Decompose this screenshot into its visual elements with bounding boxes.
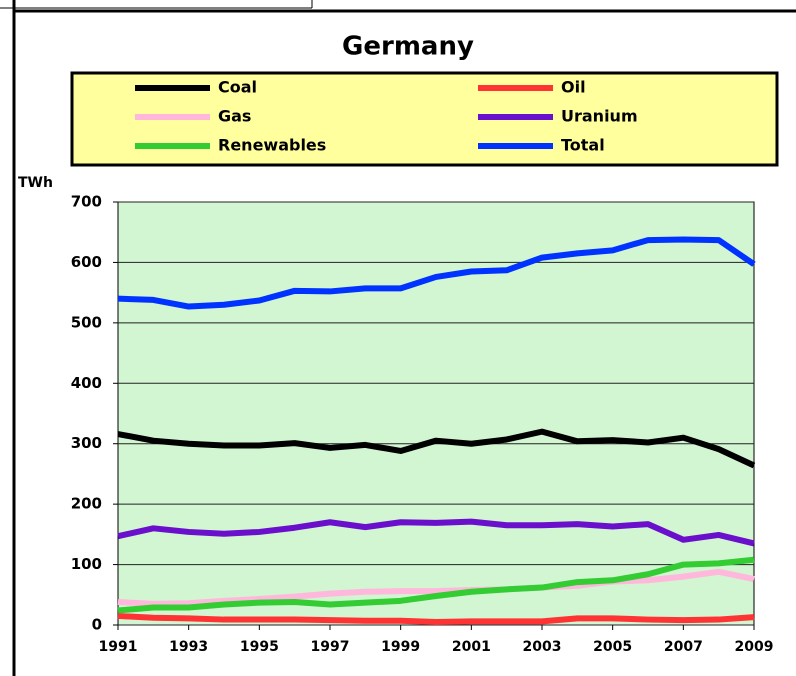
legend-label: Total — [561, 136, 605, 155]
y-tick-label: 600 — [71, 253, 102, 271]
y-tick-label: 700 — [71, 193, 102, 211]
y-tick-label: 100 — [71, 555, 102, 573]
x-tick-label: 2005 — [593, 639, 632, 655]
legend-label: Uranium — [561, 107, 638, 126]
y-axis-label: TWh — [18, 175, 53, 191]
x-tick-label: 1999 — [381, 639, 420, 655]
x-tick-label: 1997 — [311, 639, 350, 655]
series-line — [117, 428, 756, 469]
y-tick-label: 0 — [92, 616, 102, 634]
series-line — [117, 518, 755, 547]
y-tick-label: 300 — [71, 434, 102, 452]
series-line — [117, 556, 755, 614]
plot-area — [117, 201, 755, 626]
x-tick-label: 2003 — [523, 639, 562, 655]
legend-label: Coal — [218, 78, 257, 97]
x-tick-label: 2007 — [664, 639, 703, 655]
x-tick-label: 1991 — [99, 639, 138, 655]
y-tick-label: 200 — [71, 495, 102, 513]
x-tick-label: 1993 — [169, 639, 208, 655]
series-line — [117, 612, 755, 625]
x-tick-label: 2009 — [735, 639, 774, 655]
legend-label: Renewables — [218, 136, 326, 155]
x-tick-label: 2001 — [452, 639, 491, 655]
y-tick-label: 500 — [71, 313, 102, 331]
chart-title: Germany — [342, 32, 474, 62]
series-line — [117, 568, 755, 607]
series-line — [117, 236, 756, 310]
legend-label: Gas — [218, 107, 251, 126]
legend-label: Oil — [561, 78, 586, 97]
x-tick-label: 1995 — [240, 639, 279, 655]
y-tick-label: 400 — [71, 374, 102, 392]
